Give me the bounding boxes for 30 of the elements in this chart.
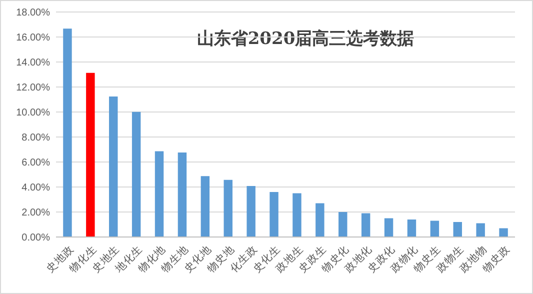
bar: [270, 192, 278, 237]
y-tick-label: 16.00%: [16, 32, 50, 44]
bar: [224, 180, 232, 237]
bar: [338, 212, 348, 237]
y-tick-label: 14.00%: [16, 58, 50, 68]
bar: [86, 72, 95, 237]
bar: [499, 228, 508, 237]
bar: [109, 96, 118, 237]
bar: [63, 28, 72, 237]
y-tick-label: 4.00%: [22, 182, 50, 194]
bar: [384, 218, 394, 237]
bar: [430, 220, 440, 237]
y-tick-label: 8.00%: [22, 132, 50, 144]
bar: [316, 203, 324, 237]
bar: [132, 112, 141, 237]
bar: [361, 213, 370, 237]
bar: [292, 193, 302, 237]
y-tick-label: 6.00%: [22, 158, 50, 168]
bar: [453, 222, 462, 237]
y-tick-label: 0.00%: [22, 232, 50, 244]
bar: [246, 186, 256, 237]
bar: [178, 152, 187, 237]
y-tick-label: 12.00%: [16, 82, 50, 94]
y-tick-label: 10.00%: [16, 108, 50, 118]
y-tick-label: 18.00%: [16, 8, 50, 18]
bar: [407, 220, 416, 237]
bar: [200, 176, 210, 237]
bar: [476, 223, 485, 237]
y-tick-label: 2.00%: [22, 208, 50, 218]
bar: [154, 151, 164, 237]
